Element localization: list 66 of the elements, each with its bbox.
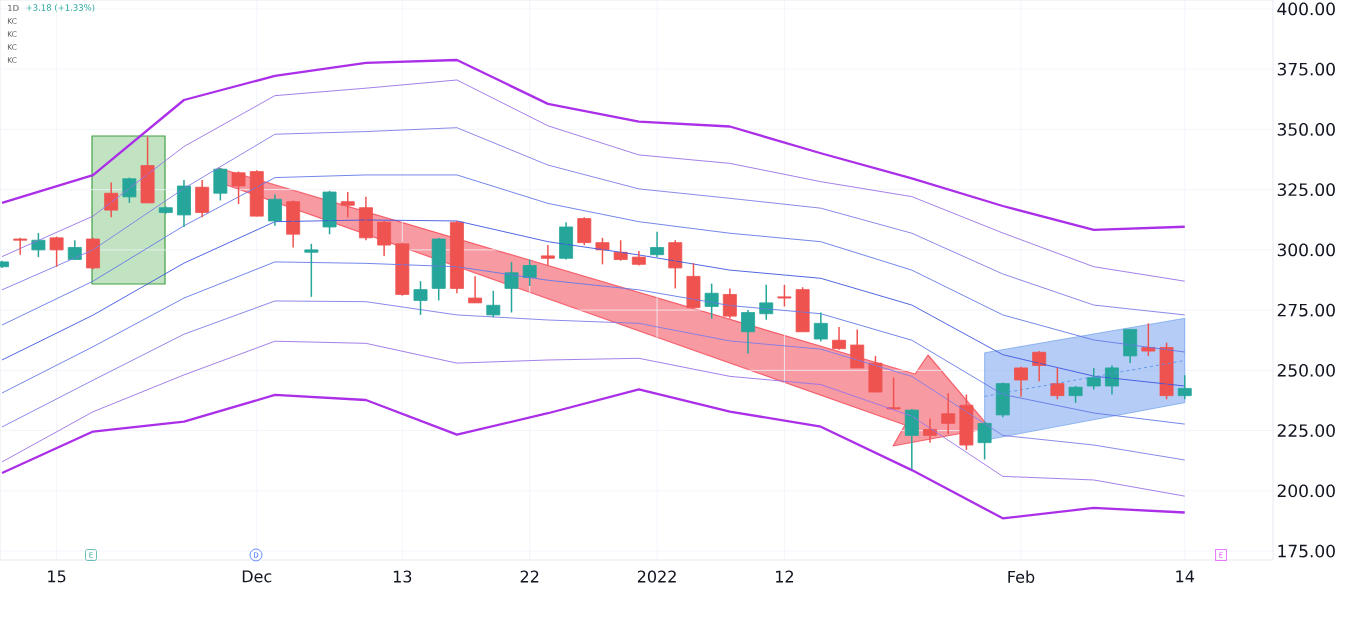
candlestick (1086, 367, 1101, 391)
y-tick-label: 225.00 (1277, 424, 1335, 438)
candlestick (577, 216, 592, 246)
y-tick-label: 200.00 (1277, 484, 1335, 498)
candlestick (340, 191, 355, 219)
line-series (1, 300, 1186, 461)
candlestick (595, 237, 610, 266)
line-series (1, 127, 1186, 316)
candlestick (868, 355, 883, 393)
candlestick (704, 282, 719, 320)
y-tick-label: 325.00 (1277, 183, 1335, 197)
candlestick (395, 241, 410, 297)
line-series (0, 58, 1186, 232)
candlestick (231, 170, 246, 205)
candlestick (686, 262, 701, 309)
candlestick (431, 237, 446, 302)
candlestick (468, 275, 483, 304)
candlestick (777, 284, 792, 308)
candlestick (959, 393, 974, 451)
y-tick-label: 375.00 (1277, 62, 1335, 76)
candlestick (504, 261, 519, 314)
candlestick (413, 280, 428, 316)
candlestick (795, 286, 810, 333)
x-tick-label: 13 (393, 570, 412, 583)
candlestick (122, 176, 137, 204)
line-series (1, 174, 1186, 353)
candlestick (213, 167, 228, 202)
candlestick (886, 376, 901, 410)
x-tick-label: 15 (48, 570, 66, 583)
candlestick (31, 232, 46, 258)
line-series (1, 261, 1186, 425)
annotation: +3.18 (+1.33%) (26, 4, 95, 12)
candlestick (631, 250, 646, 267)
chart-title: 1D (8, 4, 19, 12)
candlestick (140, 135, 155, 204)
candlestick (668, 239, 683, 290)
candlestick (158, 205, 173, 215)
y-tick-label: 350.00 (1277, 122, 1335, 136)
candlestick (304, 243, 319, 298)
y-tick-label: 275.00 (1277, 303, 1335, 317)
candlestick (322, 190, 337, 235)
candlestick (1014, 365, 1028, 398)
y-tick-label: 400.00 (1277, 2, 1335, 16)
x-tick-label: Feb (1008, 570, 1035, 583)
y-tick-label: 175.00 (1278, 544, 1335, 558)
x-tick-label: 14 (1176, 570, 1195, 583)
candlestick (1141, 322, 1156, 357)
y-tick-label: 300.00 (1277, 243, 1335, 257)
x-tick-label: 2022 (637, 570, 676, 583)
candlestick (13, 237, 28, 256)
line-series (1, 79, 1186, 282)
y-tick-label: 250.00 (1277, 363, 1335, 377)
candlestick (977, 421, 992, 461)
candlestick (49, 235, 64, 268)
line-series (0, 388, 1186, 520)
x-tick-label: Dec (242, 570, 272, 583)
candlestick (1050, 367, 1065, 401)
candlestick (1159, 341, 1174, 401)
line-series (1, 340, 1186, 497)
candlestick (540, 244, 555, 267)
candlestick (486, 290, 501, 319)
x-tick-label: 12 (776, 570, 794, 583)
candlestick (522, 258, 537, 287)
candlestick (941, 392, 956, 435)
x-tick-label: 22 (520, 570, 539, 583)
candlestick (613, 239, 628, 262)
